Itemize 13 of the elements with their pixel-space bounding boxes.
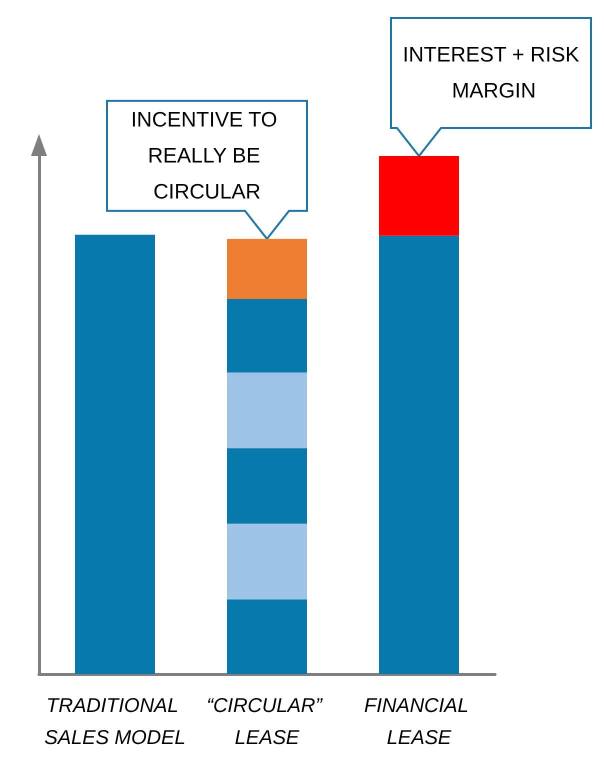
bar	[379, 156, 459, 236]
x-tick-label: FINANCIAL LEASE	[364, 695, 474, 749]
bar	[227, 599, 307, 674]
bar	[379, 236, 459, 674]
annotation: INTEREST + RISK MARGIN	[402, 44, 580, 102]
bar	[227, 238, 307, 299]
bar	[227, 524, 307, 600]
bar	[227, 298, 307, 373]
x-tick-label: “CIRCULAR” LEASE	[206, 695, 328, 749]
bar	[227, 372, 307, 448]
annotation: INCENTIVE TO REALLY BE CIRCULAR	[130, 108, 284, 204]
x-tick-label: TRADITIONAL SALES MODEL	[44, 695, 186, 749]
bar	[227, 448, 307, 524]
